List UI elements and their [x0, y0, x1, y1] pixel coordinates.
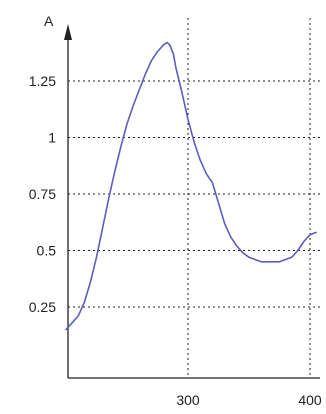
y-tick-label: 0.5 [37, 243, 57, 259]
y-axis-arrow-icon [64, 24, 72, 40]
y-tick-label: 0.25 [29, 299, 56, 315]
absorbance-series-line [65, 41, 317, 331]
y-tick-label: 1 [48, 130, 56, 146]
axis-layer: A [44, 13, 320, 379]
y-tick-label: 0.75 [29, 186, 56, 202]
x-tick-label: 300 [176, 392, 200, 408]
y-tick-label: 1.25 [29, 73, 56, 89]
x-tick-label: 400 [298, 392, 322, 408]
y-axis-title: A [44, 13, 54, 29]
tick-layer: 0.25 0.5 0.75 1 1.25 300 400 [29, 73, 322, 408]
series-layer [65, 41, 317, 331]
grid-layer [68, 18, 320, 378]
